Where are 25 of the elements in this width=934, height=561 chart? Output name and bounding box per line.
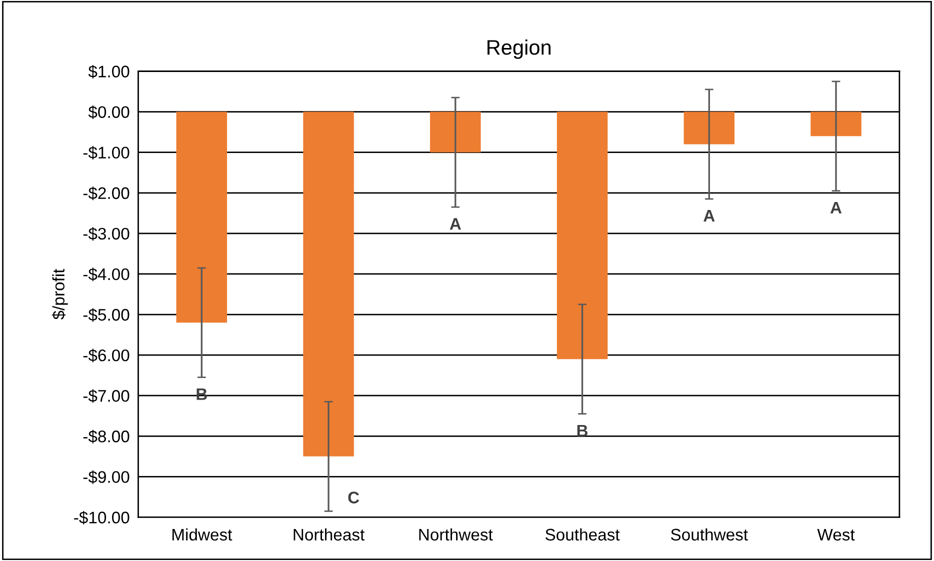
x-tick-label: West [817,528,855,541]
y-tick-label: -$10.00 [74,510,130,524]
y-tick-label: -$3.00 [83,227,130,241]
y-tick-label: -$5.00 [83,308,130,322]
y-tick-label: -$1.00 [83,146,130,160]
y-tick-label: -$6.00 [83,348,130,362]
annotation: C [348,492,360,504]
y-tick-label: -$7.00 [83,389,130,403]
y-tick-label: -$8.00 [83,430,130,444]
annotation: A [704,210,715,222]
annotation: A [450,218,461,230]
y-tick-label: -$9.00 [83,470,130,484]
y-tick-label: -$2.00 [83,186,130,200]
y-tick-label: $0.00 [88,105,130,119]
x-tick-label: Midwest [172,528,232,541]
x-tick-label: Southwest [670,528,748,541]
annotation: A [830,202,842,214]
y-axis-title: $/profit [52,268,68,320]
x-tick-label: Southeast [546,528,620,541]
annotation: B [577,424,588,436]
chart-title: Region [488,39,550,59]
x-tick-label: Northeast [294,528,365,541]
y-tick-label: $1.00 [88,64,130,78]
y-tick-label: -$4.00 [83,268,130,282]
x-tick-label: Northwest [419,528,493,541]
